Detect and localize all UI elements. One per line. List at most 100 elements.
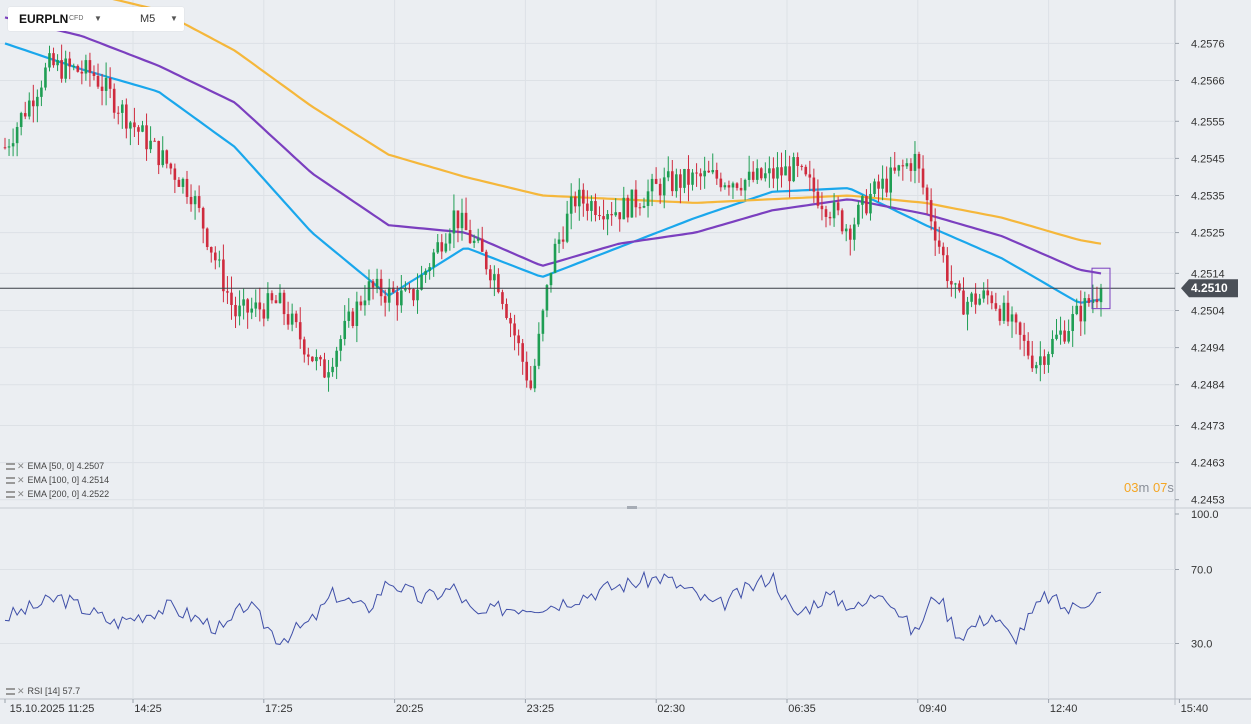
candle-body <box>937 240 941 247</box>
candle-body <box>294 313 298 323</box>
candle <box>994 292 998 312</box>
candle-body <box>812 177 816 192</box>
price-tick-label: 4.2463 <box>1191 458 1225 470</box>
timeframe-selector[interactable]: M5 <box>140 13 156 25</box>
rsi-legend: ✕ RSI [14] 57.7 <box>6 686 80 697</box>
candle <box>112 83 116 119</box>
candle <box>812 168 816 203</box>
candle-body <box>201 207 205 229</box>
candle-body <box>214 252 217 261</box>
candle-body <box>521 343 524 362</box>
candle-body <box>307 354 310 357</box>
candle-body <box>1030 355 1034 369</box>
ema100-label: EMA [100, 0] <box>27 475 80 485</box>
candle-body <box>513 323 516 336</box>
candle-body <box>679 174 682 188</box>
candle-body <box>509 318 512 324</box>
candle-body <box>889 167 892 193</box>
ema-line-50 <box>4 42 1102 304</box>
candle <box>565 200 569 244</box>
candle <box>448 228 452 251</box>
candle <box>311 356 314 363</box>
candle <box>974 283 977 314</box>
candle-body <box>1006 302 1010 322</box>
candle-body <box>343 320 347 340</box>
candle <box>1006 290 1010 327</box>
candle <box>501 289 504 310</box>
candle <box>525 351 529 388</box>
candle <box>141 120 144 133</box>
candle-body <box>258 302 262 310</box>
candle <box>711 153 715 175</box>
candle-body <box>929 200 933 222</box>
candle <box>1022 322 1026 357</box>
chevron-down-icon[interactable]: ▼ <box>170 14 178 23</box>
candle-body <box>476 238 480 241</box>
candle-body <box>857 204 860 225</box>
candle-body <box>468 230 472 243</box>
candle <box>214 246 217 270</box>
candle <box>893 151 897 174</box>
candle-body <box>347 311 351 321</box>
candle-body <box>420 274 423 290</box>
candle-body <box>27 100 31 117</box>
candle <box>836 196 840 216</box>
candle-body <box>1067 331 1070 342</box>
close-icon[interactable]: ✕ <box>17 461 25 471</box>
candle-body <box>739 187 743 191</box>
candle <box>440 234 444 260</box>
rsi-line <box>4 570 1102 646</box>
candle <box>1010 306 1014 338</box>
symbol-selector[interactable]: EURPLN CFD ▼ M5 ▼ <box>8 7 184 31</box>
candle-body <box>650 178 654 192</box>
candle <box>331 357 334 377</box>
candle <box>1099 283 1103 317</box>
candle <box>857 201 860 227</box>
settings-icon[interactable] <box>6 463 15 471</box>
candle <box>100 73 104 106</box>
candle-body <box>671 171 674 192</box>
candle <box>116 106 120 125</box>
candle-body <box>181 178 185 187</box>
ema50-legend: ✕ EMA [50, 0] 4.2507 <box>6 461 104 472</box>
candle <box>480 226 484 252</box>
candle <box>137 125 140 145</box>
candle <box>40 80 43 107</box>
candle <box>1075 298 1079 316</box>
settings-icon[interactable] <box>6 688 15 696</box>
candle-body <box>375 278 379 288</box>
candle-body <box>925 187 929 201</box>
candle <box>351 308 355 329</box>
candle <box>383 289 387 317</box>
candle <box>161 136 165 168</box>
current-price-label: 4.2510 <box>1191 281 1228 295</box>
candle <box>286 301 290 330</box>
candle <box>234 296 237 329</box>
settings-icon[interactable] <box>6 491 15 499</box>
candle <box>881 165 884 201</box>
close-icon[interactable]: ✕ <box>17 475 25 485</box>
chevron-down-icon[interactable]: ▼ <box>94 14 102 23</box>
candle-body <box>501 292 504 304</box>
candle-body <box>383 296 387 303</box>
candle <box>169 162 173 175</box>
candle <box>549 272 553 293</box>
close-icon[interactable]: ✕ <box>17 686 25 696</box>
candle <box>80 60 84 85</box>
candle <box>242 288 245 320</box>
candle <box>865 189 868 216</box>
candle <box>395 285 399 321</box>
settings-icon[interactable] <box>6 477 15 485</box>
candle-body <box>622 197 626 220</box>
close-icon[interactable]: ✕ <box>17 489 25 499</box>
candle-body <box>3 147 7 149</box>
candle-body <box>371 281 375 288</box>
candle <box>695 163 698 187</box>
candle <box>869 183 872 221</box>
candle-body <box>711 170 715 173</box>
candle-body <box>116 112 120 114</box>
candle <box>165 149 169 169</box>
candle-body <box>747 171 751 180</box>
candle-body <box>153 140 156 142</box>
